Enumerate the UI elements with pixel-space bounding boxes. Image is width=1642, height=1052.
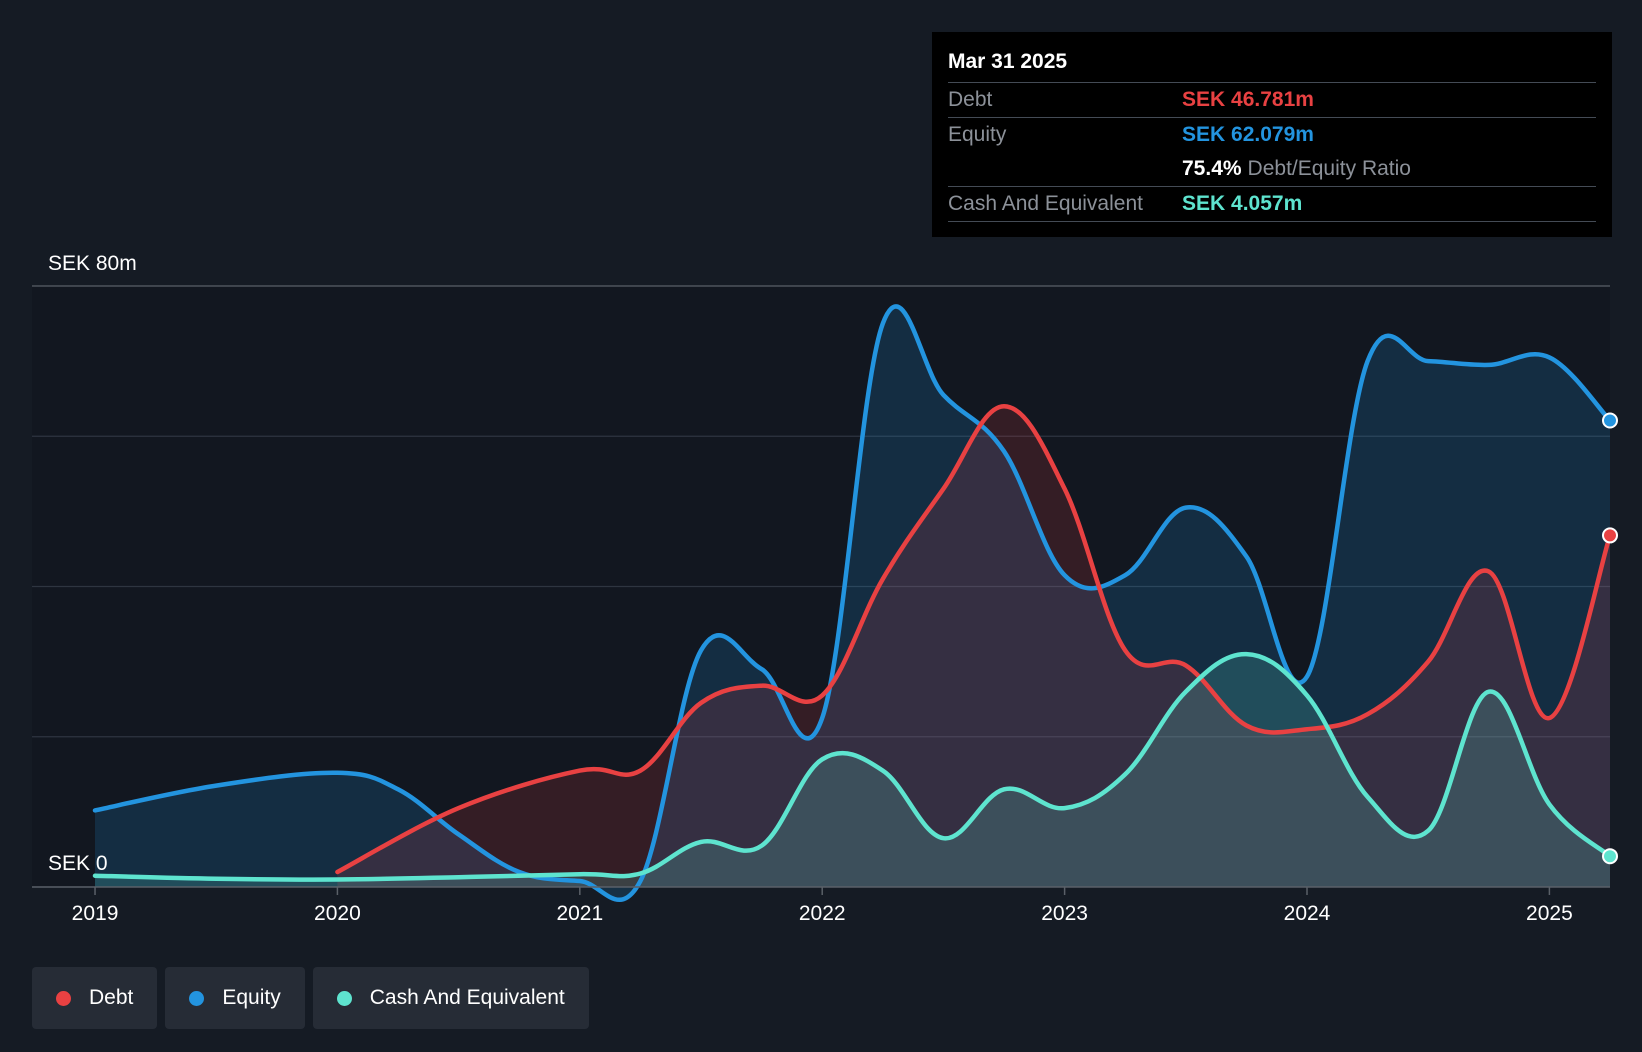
tooltip-cash-row: Cash And Equivalent SEK 4.057m [948,187,1596,222]
x-tick-label: 2023 [1041,902,1088,925]
end-marker-cash-and-equivalent [1602,848,1618,865]
chart-legend: Debt Equity Cash And Equivalent [32,967,589,1029]
end-marker-equity [1602,412,1618,429]
y-tick-top: SEK 80m [48,252,137,275]
tooltip-ratio-value: 75.4% [1182,157,1242,180]
legend-item-equity[interactable]: Equity [165,967,305,1029]
tooltip-debt-row: Debt SEK 46.781m [948,83,1596,118]
line-equity [92,304,1613,902]
x-tick-label: 2019 [72,902,119,925]
end-marker-debt [1602,527,1618,544]
legend-dot-cash [336,990,352,1006]
tooltip-panel: Mar 31 2025 Debt SEK 46.781m Equity SEK … [932,32,1612,237]
x-tick-label: 2025 [1526,902,1573,925]
tooltip-ratio-label: Debt/Equity Ratio [1247,157,1411,180]
legend-label-debt: Debt [89,986,134,1009]
tooltip-ratio-spacer [948,152,1182,186]
tooltip-equity-value: SEK 62.079m [1182,123,1314,146]
tooltip-ratio-row: 75.4% Debt/Equity Ratio [948,152,1596,187]
tooltip-debt-value: SEK 46.781m [1182,88,1314,111]
tooltip-equity-label: Equity [948,123,1007,146]
end-markers [1602,412,1618,865]
x-axis-ticks: 2019 2020 2021 2022 2023 2024 2025 [72,887,1573,925]
line-cash-and-equivalent [92,651,1613,882]
x-tick-label: 2020 [314,902,361,925]
grid-lines [32,285,1610,738]
legend-dot-equity [189,990,205,1006]
tooltip-equity-row: Equity SEK 62.079m [948,118,1596,152]
legend-dot-debt [56,990,71,1006]
tooltip-cash-label: Cash And Equivalent [948,192,1143,215]
x-tick-label: 2021 [556,902,603,925]
x-tick-label: 2022 [799,902,846,925]
area-debt [337,406,1610,887]
tooltip-cash-value: SEK 4.057m [1182,192,1303,215]
line-debt [335,403,1613,875]
x-tick-label: 2024 [1284,902,1331,925]
tooltip-date: Mar 31 2025 [948,46,1596,83]
legend-label-cash: Cash And Equivalent [369,986,565,1009]
y-tick-bottom: SEK 0 [48,852,108,875]
legend-item-cash[interactable]: Cash And Equivalent [312,967,589,1029]
area-equity [95,306,1610,900]
legend-label-equity: Equity [222,986,281,1009]
legend-item-debt[interactable]: Debt [32,967,158,1029]
tooltip-debt-label: Debt [948,88,993,111]
series-lines [92,304,1613,902]
